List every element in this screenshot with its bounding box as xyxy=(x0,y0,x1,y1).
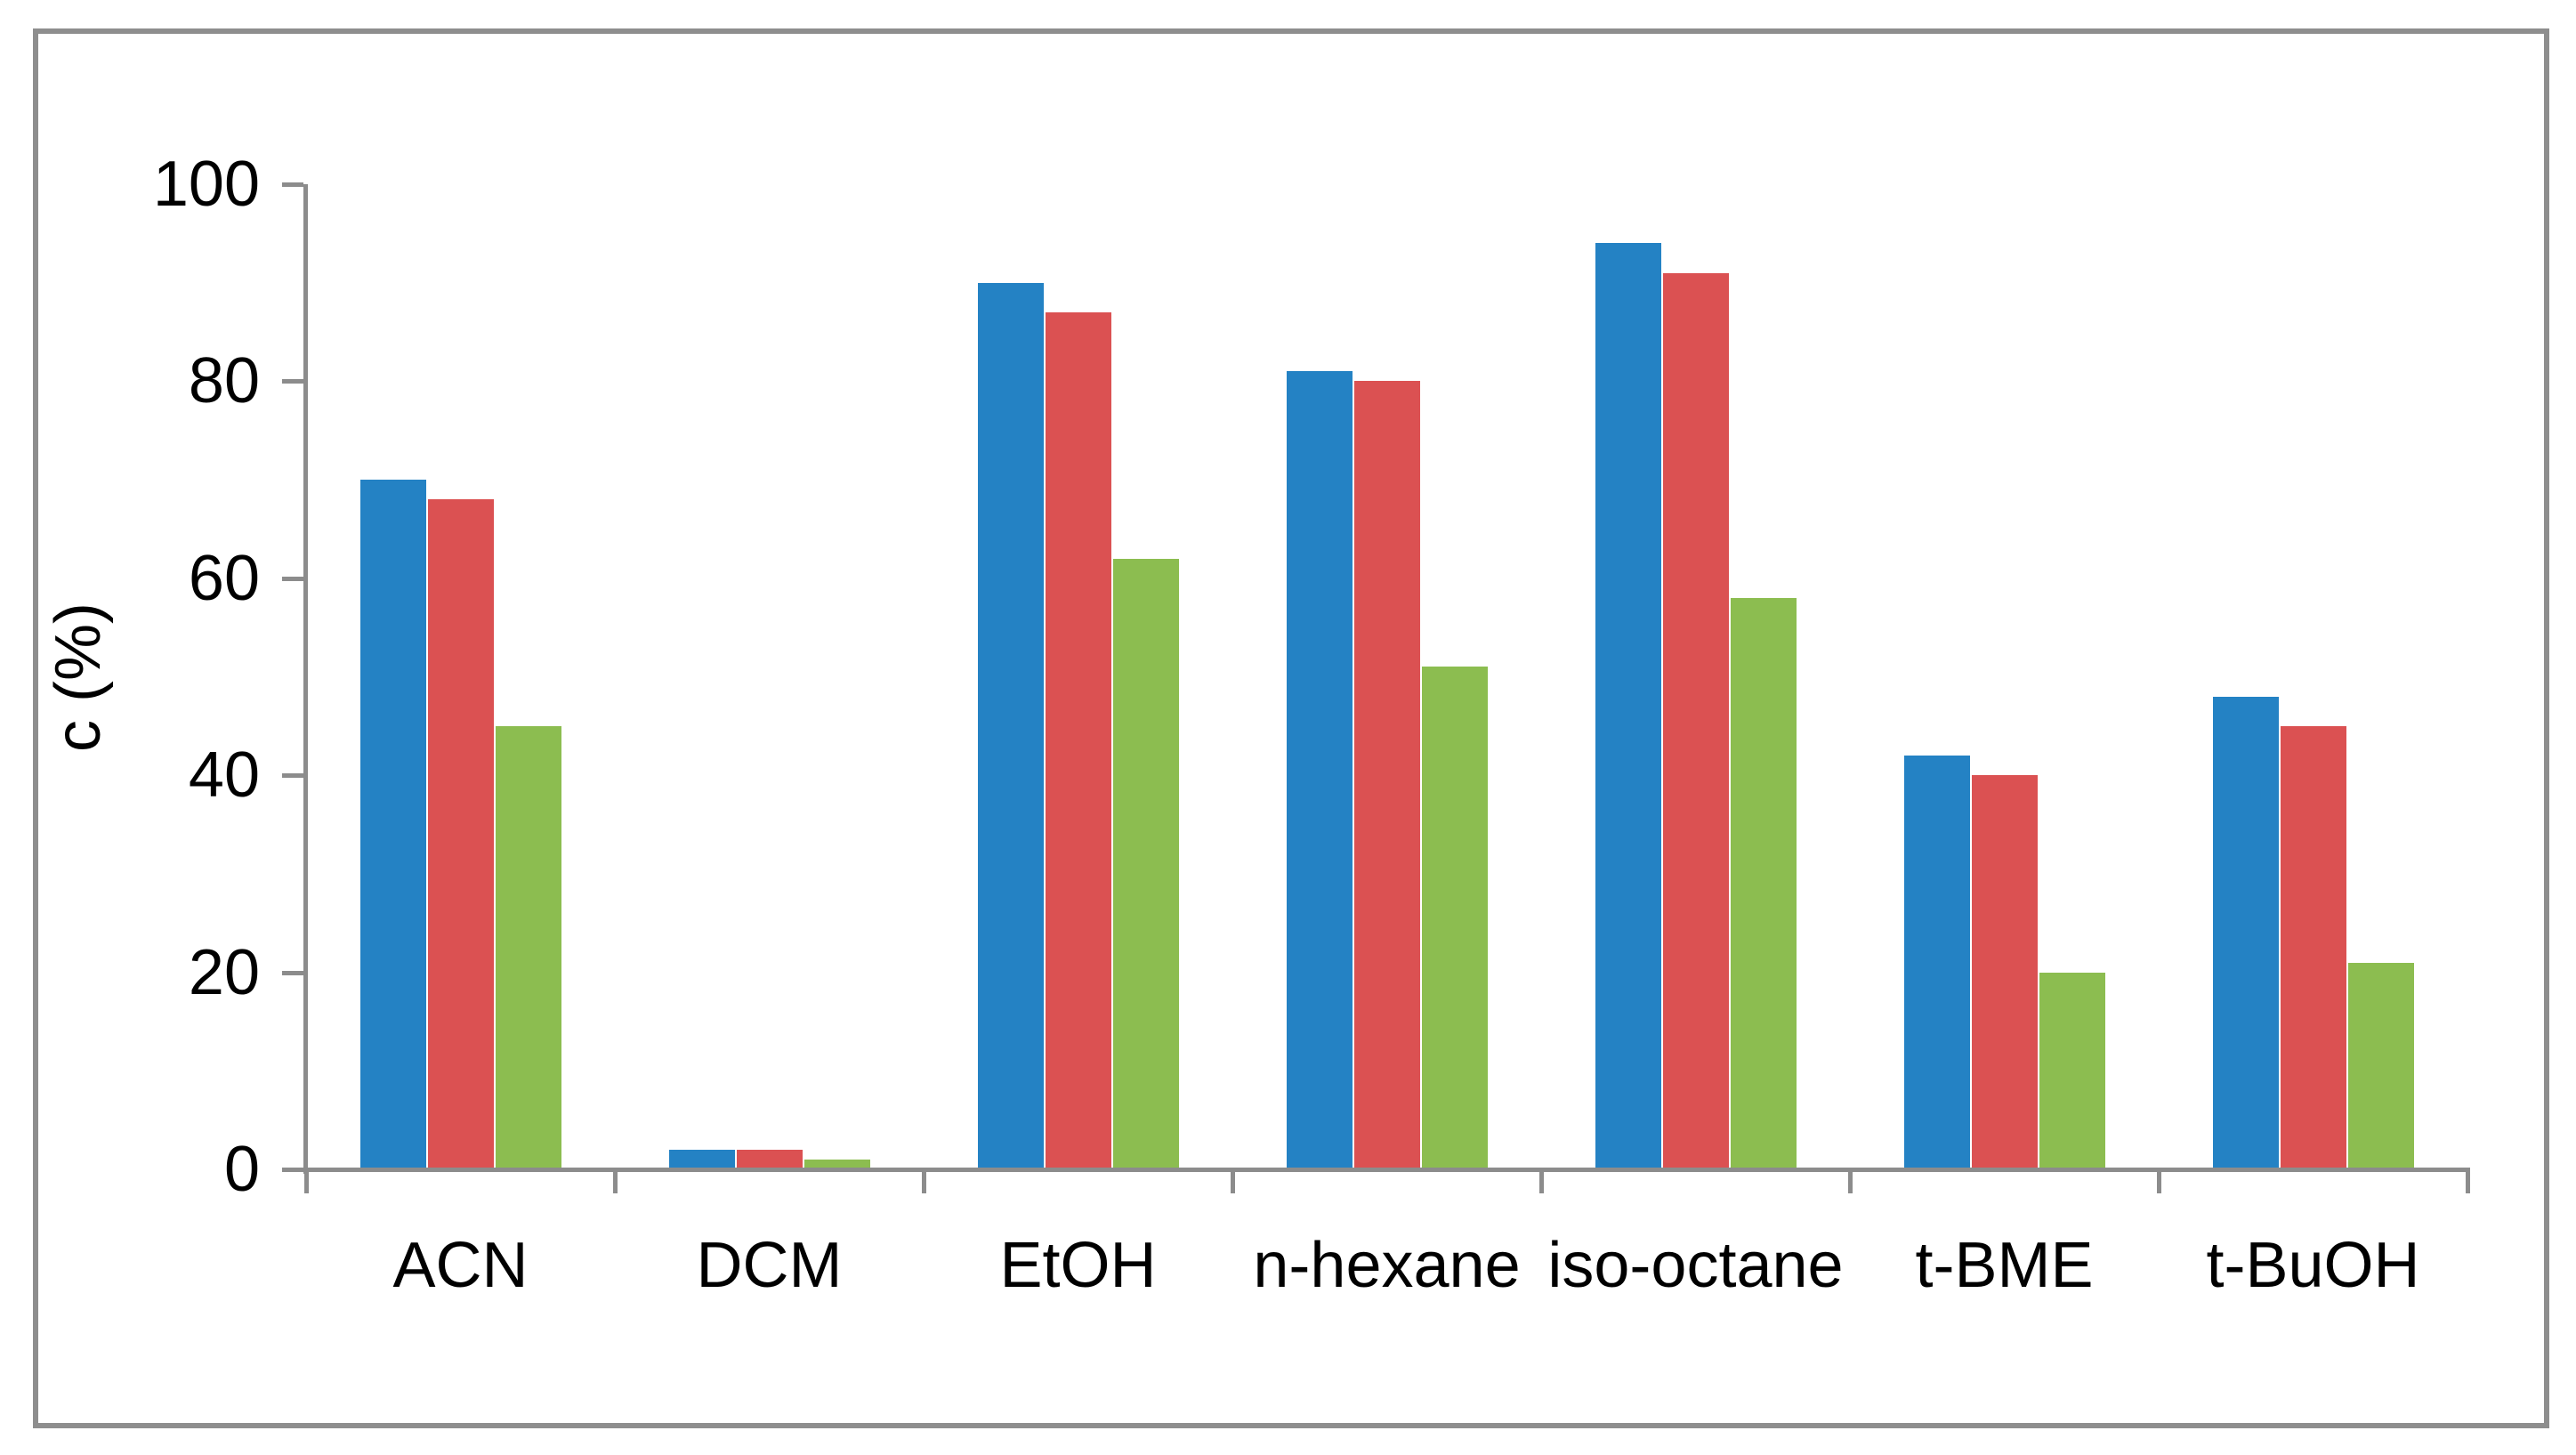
bar-green-EtOH xyxy=(1112,558,1179,1169)
y-tick-40 xyxy=(282,773,303,779)
x-tick-4 xyxy=(1539,1172,1544,1193)
x-tick-5 xyxy=(1848,1172,1853,1193)
y-tick-label-20: 20 xyxy=(188,936,260,1008)
bar-blue-n-hexane xyxy=(1286,371,1353,1169)
x-category-label-EtOH: EtOH xyxy=(999,1230,1157,1301)
x-tick-7 xyxy=(2466,1172,2470,1193)
x-category-label-n-hexane: n-hexane xyxy=(1253,1230,1521,1301)
bar-green-t-BuOH xyxy=(2347,962,2414,1169)
bar-blue-DCM xyxy=(668,1149,735,1169)
y-tick-label-80: 80 xyxy=(188,345,260,417)
bar-red-t-BME xyxy=(1971,775,2038,1169)
x-tick-1 xyxy=(613,1172,618,1193)
y-tick-60 xyxy=(282,576,303,581)
y-tick-label-60: 60 xyxy=(188,542,260,614)
bar-red-DCM xyxy=(736,1149,803,1169)
bar-blue-iso-octane xyxy=(1595,243,1661,1169)
bar-green-t-BME xyxy=(2039,972,2105,1169)
bar-green-DCM xyxy=(803,1159,870,1169)
bar-red-iso-octane xyxy=(1662,272,1729,1169)
x-tick-2 xyxy=(922,1172,926,1193)
x-category-label-t-BME: t-BME xyxy=(1915,1230,2094,1301)
x-category-label-ACN: ACN xyxy=(392,1230,529,1301)
y-tick-80 xyxy=(282,379,303,384)
bar-blue-t-BME xyxy=(1903,756,1970,1169)
x-category-label-t-BuOH: t-BuOH xyxy=(2206,1230,2420,1301)
x-tick-0 xyxy=(304,1172,309,1193)
bar-blue-t-BuOH xyxy=(2212,696,2279,1169)
y-tick-label-0: 0 xyxy=(223,1134,260,1205)
bar-green-n-hexane xyxy=(1421,667,1488,1169)
y-axis-title: c (%) xyxy=(43,602,114,752)
y-tick-label-100: 100 xyxy=(152,149,260,220)
y-tick-100 xyxy=(282,182,303,187)
x-tick-3 xyxy=(1231,1172,1235,1193)
bar-green-iso-octane xyxy=(1730,597,1797,1169)
x-category-label-iso-octane: iso-octane xyxy=(1547,1230,1844,1301)
y-tick-20 xyxy=(282,970,303,975)
bar-blue-ACN xyxy=(359,480,426,1169)
bar-red-t-BuOH xyxy=(2280,725,2346,1169)
bar-blue-EtOH xyxy=(977,282,1044,1169)
bar-red-ACN xyxy=(427,499,494,1169)
y-tick-0 xyxy=(282,1168,303,1172)
x-axis-line xyxy=(303,1168,2470,1172)
bar-red-EtOH xyxy=(1045,311,1111,1169)
x-tick-6 xyxy=(2157,1172,2161,1193)
y-axis-line xyxy=(303,184,308,1174)
bar-green-ACN xyxy=(495,725,561,1169)
bar-red-n-hexane xyxy=(1353,381,1420,1169)
x-category-label-DCM: DCM xyxy=(696,1230,843,1301)
y-tick-label-40: 40 xyxy=(188,740,260,812)
